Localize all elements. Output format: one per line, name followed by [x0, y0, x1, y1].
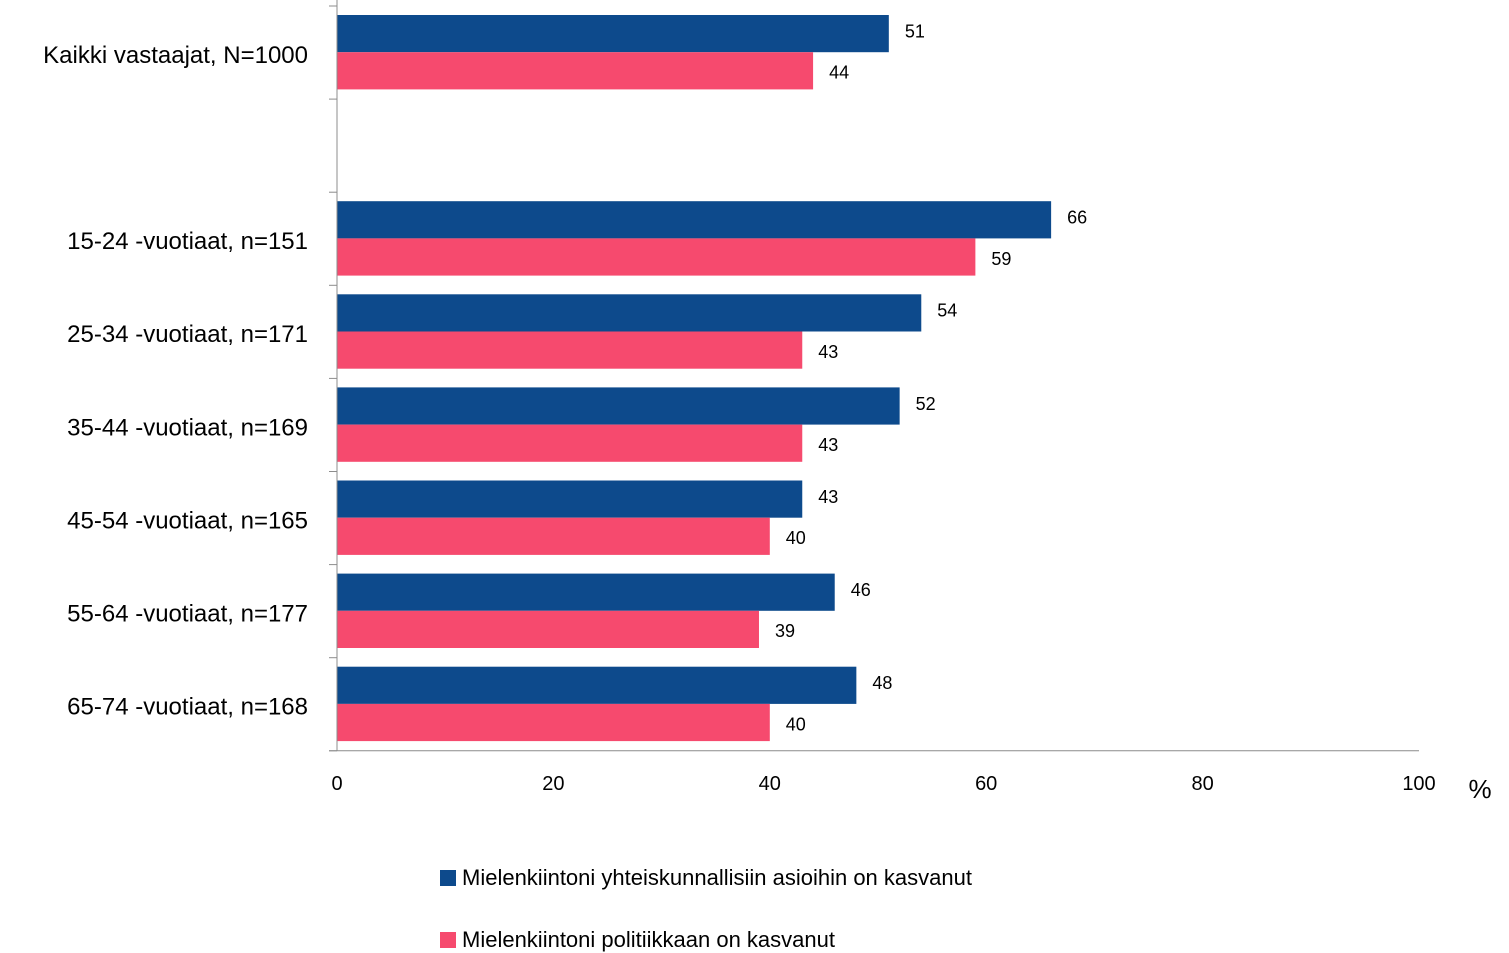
value-label-1-7: 46 [851, 580, 871, 600]
bar-1-7 [337, 573, 835, 611]
legend-item-1: Mielenkiintoni yhteiskunnallisiin asioih… [440, 865, 972, 891]
value-label-1-6: 43 [818, 487, 838, 507]
value-label-2-1: 44 [829, 63, 849, 83]
x-tick-label-3: 40 [759, 773, 781, 795]
x-tick-label-4: 60 [975, 773, 997, 795]
bar-1-1 [337, 15, 889, 53]
value-label-1-4: 54 [937, 301, 957, 321]
category-label-4: 25-34 -vuotiaat, n=171 [67, 321, 308, 348]
bar-1-3 [337, 201, 1052, 239]
bar-2-7 [337, 610, 759, 648]
bar-2-8 [337, 703, 770, 742]
bar-1-6 [337, 480, 803, 518]
value-label-2-4: 43 [818, 342, 838, 362]
x-unit-label: % [1468, 774, 1491, 804]
x-tick-label-6: 100 [1402, 773, 1435, 795]
x-tick-label-1: 0 [331, 773, 342, 795]
axes-group [329, 0, 1419, 752]
value-label-1-5: 52 [916, 394, 936, 414]
value-label-1-8: 48 [872, 673, 892, 693]
category-label-6: 45-54 -vuotiaat, n=165 [67, 507, 308, 534]
legend-swatch-1 [440, 870, 456, 886]
value-label-2-3: 59 [991, 249, 1011, 269]
category-label-7: 55-64 -vuotiaat, n=177 [67, 600, 308, 627]
category-label-5: 35-44 -vuotiaat, n=169 [67, 414, 308, 441]
category-label-8: 65-74 -vuotiaat, n=168 [67, 694, 308, 721]
legend-label-2: Mielenkiintoni politiikkaan on kasvanut [462, 927, 835, 952]
legend-item-2: Mielenkiintoni politiikkaan on kasvanut [440, 927, 835, 953]
value-label-2-5: 43 [818, 435, 838, 455]
value-label-2-7: 39 [775, 621, 795, 641]
labels-group: 51 44 Kaikki vastaajat, N=1000 66 59 15-24 -v… [43, 21, 1491, 804]
value-label-2-6: 40 [786, 528, 806, 548]
bar-1-4 [337, 294, 922, 332]
x-tick-label-5: 80 [1191, 773, 1213, 795]
value-label-1-1: 51 [905, 21, 925, 41]
value-label-1-3: 66 [1067, 208, 1087, 228]
x-tick-label-2: 20 [542, 773, 564, 795]
bar-2-5 [337, 424, 803, 462]
legend-label-1: Mielenkiintoni yhteiskunnallisiin asioih… [462, 865, 972, 890]
bars-group [337, 15, 1052, 742]
bar-1-8 [337, 666, 857, 704]
category-label-3: 15-24 -vuotiaat, n=151 [67, 228, 308, 255]
bar-1-5 [337, 387, 900, 425]
value-label-2-8: 40 [786, 714, 806, 734]
bar-2-3 [337, 238, 976, 276]
category-label-1: Kaikki vastaajat, N=1000 [43, 42, 308, 69]
bar-2-6 [337, 517, 770, 555]
bar-2-1 [337, 52, 814, 90]
bar-2-4 [337, 331, 803, 369]
legend-swatch-2 [440, 932, 456, 948]
